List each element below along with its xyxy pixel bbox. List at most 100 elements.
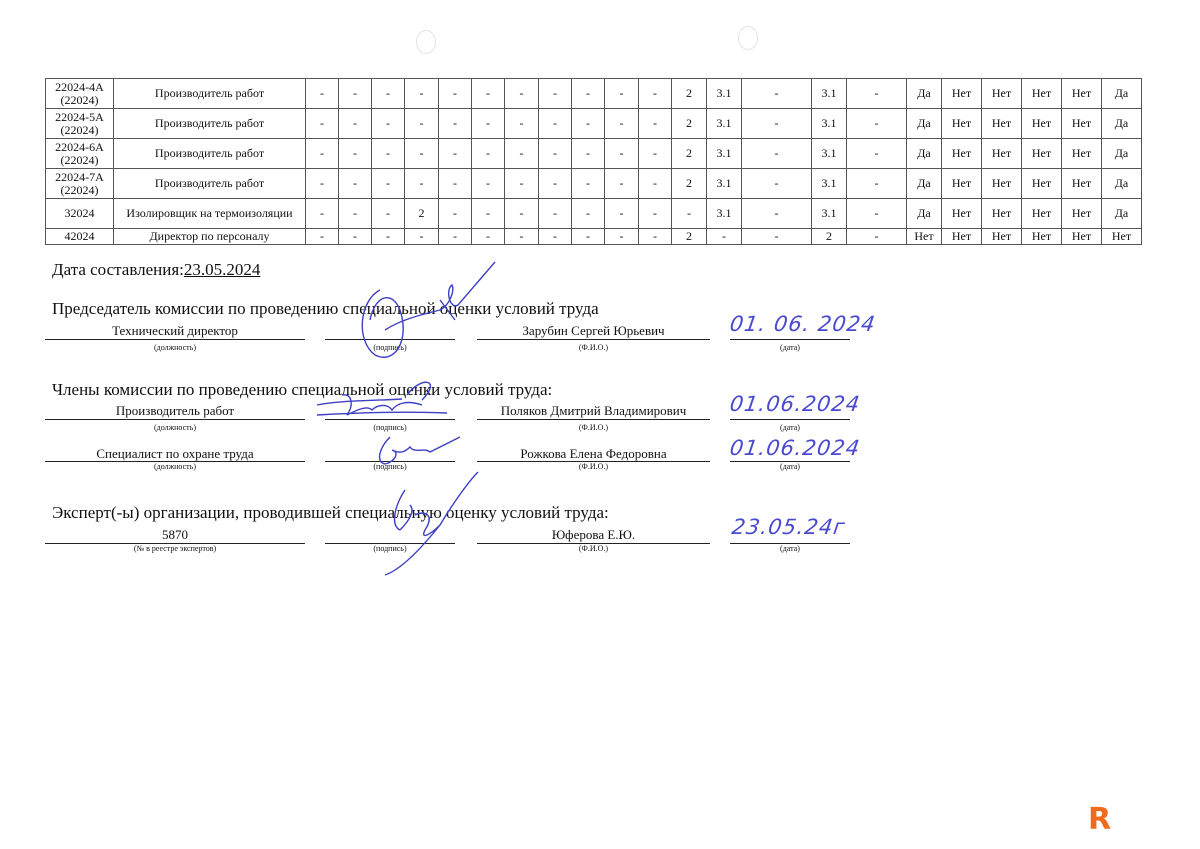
cell-value: Да	[906, 168, 942, 199]
cell-value: 3.1	[811, 78, 847, 109]
punch-hole	[738, 26, 758, 50]
cell-position: Производитель работ	[113, 108, 306, 139]
cell-value: -	[846, 198, 907, 229]
cell-value: -	[604, 168, 639, 199]
divider	[730, 461, 850, 462]
cell-value: Нет	[1061, 78, 1102, 109]
cell-value: Нет	[941, 108, 982, 139]
divider	[477, 461, 710, 462]
cell-value: -	[638, 108, 672, 139]
cell-value: -	[504, 168, 539, 199]
chairman-position: Технический директор	[112, 323, 238, 338]
caption-signature: (подпись)	[373, 462, 407, 471]
cell-value: -	[706, 228, 742, 245]
cell-value: Нет	[1061, 198, 1102, 229]
cell-value: Нет	[941, 138, 982, 169]
cell-value: 2	[671, 168, 707, 199]
cell-value: -	[846, 138, 907, 169]
cell-value: -	[504, 198, 539, 229]
cell-value: -	[438, 108, 472, 139]
cell-value: 3.1	[706, 108, 742, 139]
caption-signature: (подпись)	[373, 544, 407, 553]
cell-value: -	[741, 168, 812, 199]
cell-value: -	[504, 78, 539, 109]
compiled-date: 23.05.2024	[183, 260, 261, 279]
cell-value: -	[338, 108, 372, 139]
cell-value: -	[338, 78, 372, 109]
table-row: 22024-4А (22024) Производитель работ - - - - -…	[45, 78, 1142, 109]
cell-value: -	[571, 138, 605, 169]
cell-value: Нет	[1021, 78, 1062, 109]
cell-value: -	[404, 228, 439, 245]
cell-value: -	[604, 228, 639, 245]
cell-value: -	[371, 228, 405, 245]
cell-value: Нет	[981, 168, 1022, 199]
cell-value: Нет	[1101, 228, 1142, 245]
compiled-label: Дата составления:	[52, 260, 184, 279]
cell-value: Да	[906, 198, 942, 229]
cell-value: -	[538, 108, 572, 139]
cell-value: Нет	[1021, 198, 1062, 229]
cell-value: Нет	[981, 138, 1022, 169]
cell-value: Нет	[1021, 168, 1062, 199]
cell-value: 3.1	[811, 108, 847, 139]
cell-value: -	[571, 228, 605, 245]
chairman-heading: Председатель комиссии по проведению спец…	[52, 299, 599, 318]
cell-value: 3.1	[811, 198, 847, 229]
cell-value: -	[538, 198, 572, 229]
cell-value: Да	[1101, 198, 1142, 229]
cell-value: 2	[811, 228, 847, 245]
cell-value: -	[638, 228, 672, 245]
divider	[477, 419, 710, 420]
cell-code: 22024-5А (22024)	[45, 108, 114, 139]
member-2-name: Рожкова Елена Федоровна	[520, 446, 667, 461]
cell-value: Нет	[1021, 228, 1062, 245]
cell-value: 2	[671, 228, 707, 245]
cell-code: 22024-7А (22024)	[45, 168, 114, 199]
cell-value: -	[671, 198, 707, 229]
cell-value: -	[305, 108, 339, 139]
member-1-signature	[316, 381, 448, 416]
cell-value: Нет	[981, 108, 1022, 139]
table-row: 22024-7А (22024) Производитель работ - - - - -…	[45, 168, 1142, 199]
caption-fio: (Ф.И.О.)	[578, 343, 609, 352]
cell-code: 22024-6А (22024)	[45, 138, 114, 169]
cell-value: Нет	[981, 228, 1022, 245]
cell-value: Нет	[941, 198, 982, 229]
cell-position: Производитель работ	[113, 78, 306, 109]
cell-value: -	[404, 108, 439, 139]
cell-value: -	[471, 168, 505, 199]
cell-value: -	[846, 228, 907, 245]
caption-date: (дата)	[780, 423, 800, 432]
cell-value: Нет	[1061, 168, 1102, 199]
caption-fio: (Ф.И.О.)	[578, 462, 609, 471]
divider	[325, 339, 455, 340]
cell-value: 2	[671, 138, 707, 169]
cell-value: -	[371, 78, 405, 109]
cell-value: 3.1	[811, 138, 847, 169]
member-2-date: 01.06.2024	[728, 436, 862, 460]
divider	[730, 543, 850, 544]
cell-value: Да	[1101, 108, 1142, 139]
cell-value: Да	[1101, 78, 1142, 109]
cell-value: Нет	[941, 78, 982, 109]
cell-value: Да	[1101, 168, 1142, 199]
cell-value: -	[471, 198, 505, 229]
cell-value: -	[471, 78, 505, 109]
cell-value: 2	[671, 78, 707, 109]
divider	[325, 419, 455, 420]
caption-date: (дата)	[780, 462, 800, 471]
chairman-name: Зарубин Сергей Юрьевич	[522, 323, 665, 338]
divider	[45, 543, 305, 544]
divider	[45, 461, 305, 462]
cell-position: Директор по персоналу	[113, 228, 306, 245]
expert-date: 23.05.24г	[730, 515, 848, 539]
member-1-position: Производитель работ	[115, 403, 235, 418]
cell-value: -	[571, 168, 605, 199]
assessment-table: 22024-4А (22024) Производитель работ - - - - -…	[45, 78, 1142, 245]
cell-value: -	[305, 198, 339, 229]
cell-value: -	[371, 108, 405, 139]
cell-value: Нет	[1061, 108, 1102, 139]
table-row: 22024-5А (22024) Производитель работ - - - - -…	[45, 108, 1142, 139]
cell-value: -	[538, 138, 572, 169]
